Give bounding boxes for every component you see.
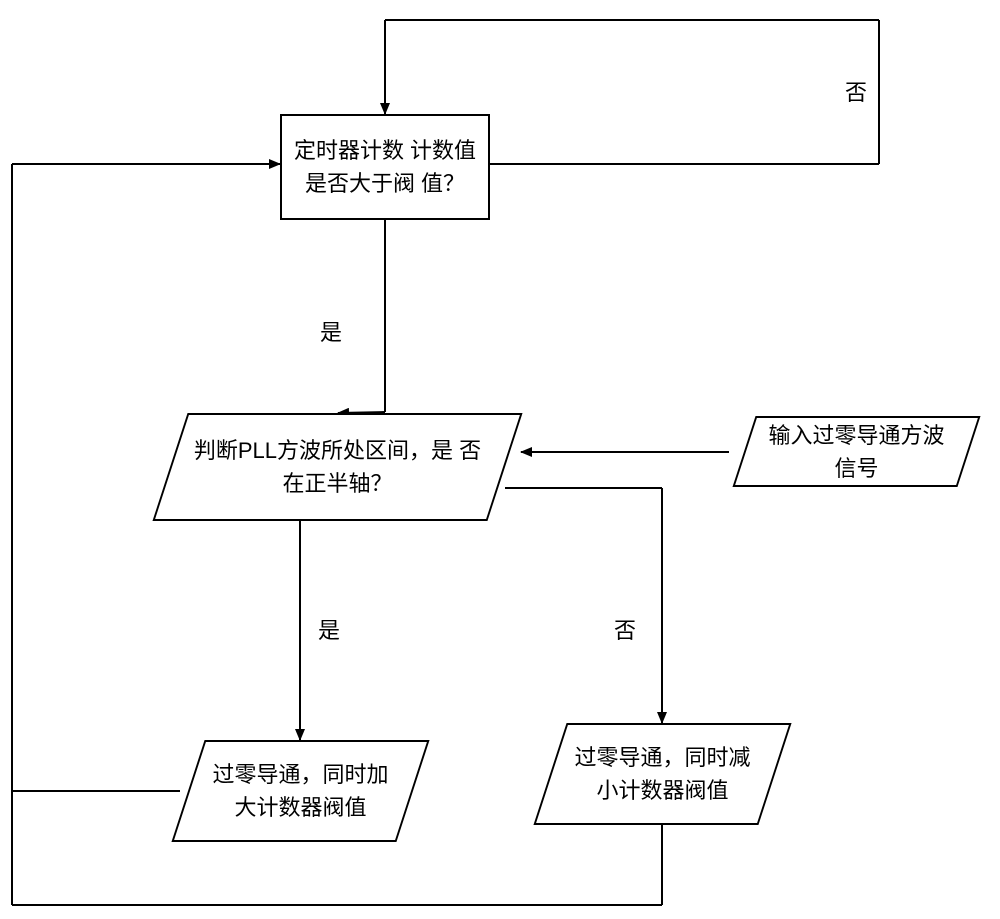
increase-threshold-text: 过零导通，同时加 大计数器阀值 [188,740,413,842]
edge-label: 否 [845,75,867,107]
pll-decision-node: 判断PLL方波所处区间，是 否在正半轴？ [170,413,505,521]
edge-label: 否 [614,613,636,645]
decrease-threshold-node: 过零导通，同时减 小计数器阀值 [550,723,775,825]
decrease-threshold-text: 过零导通，同时减 小计数器阀值 [550,723,775,825]
flowchart-canvas: 定时器计数 计数值是否大于阀 值？ 判断PLL方波所处区间，是 否在正半轴？ 输… [0,0,1000,919]
input-signal-node: 输入过零导通方波 信号 [744,416,969,487]
pll-decision-text: 判断PLL方波所处区间，是 否在正半轴？ [170,413,505,521]
increase-threshold-node: 过零导通，同时加 大计数器阀值 [188,740,413,842]
timer-decision-node: 定时器计数 计数值是否大于阀 值？ [280,114,490,220]
edge-label: 是 [320,315,342,347]
input-signal-text: 输入过零导通方波 信号 [744,416,969,487]
timer-decision-text: 定时器计数 计数值是否大于阀 值？ [290,134,480,200]
edge-label: 是 [318,613,340,645]
